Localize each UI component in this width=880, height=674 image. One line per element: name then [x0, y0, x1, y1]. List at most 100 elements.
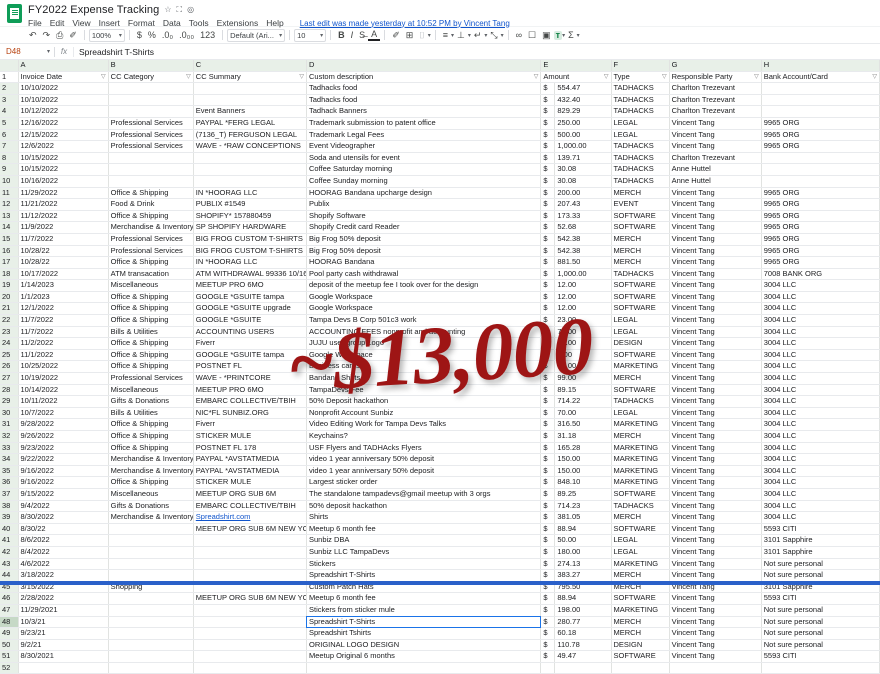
table-row[interactable]: 50 9/2/21 ORIGINAL LOGO DESIGN $110.78 DESIG…	[0, 639, 880, 652]
row-number[interactable]: 7	[0, 140, 19, 153]
cell-cc-summary[interactable]	[193, 639, 307, 652]
table-row[interactable]: 13 11/12/2022 Office & Shipping SHOPIFY* 15…	[0, 210, 880, 223]
cell-custom-description[interactable]: Spreadshirt T-Shirts	[306, 569, 542, 582]
cell-bank-account[interactable]: 7008 BANK ORG	[761, 268, 880, 281]
table-row[interactable]: 20 1/1/2023 Office & Shipping GOOGLE *GSUIT…	[0, 291, 880, 304]
cell-currency-symbol[interactable]: $	[540, 616, 556, 629]
zoom-select[interactable]: 100% ▾	[88, 28, 125, 42]
cell-invoice-date[interactable]: 11/7/2022	[18, 326, 109, 339]
column-header-f[interactable]: F	[611, 60, 670, 72]
cell-type[interactable]: TADHACKS	[611, 268, 670, 281]
row-number[interactable]: 24	[0, 337, 19, 350]
menu-format[interactable]: Format	[127, 18, 155, 28]
select-all-corner[interactable]	[0, 60, 19, 72]
cell-invoice-date[interactable]: 8/30/2022	[18, 511, 109, 524]
cell-type[interactable]: TADHACKS	[611, 395, 670, 408]
cell-invoice-date[interactable]: 9/16/2022	[18, 465, 109, 478]
cell-cc-category[interactable]: Office & Shipping	[108, 291, 194, 304]
cell-responsible-party[interactable]: Vincent Tang	[669, 627, 762, 640]
cell-invoice-date[interactable]: 9/4/2022	[18, 500, 109, 513]
table-row[interactable]: 34 9/22/2022 Merchandise & Inventory PAYPAL…	[0, 453, 880, 466]
cell-invoice-date[interactable]: 2/28/2022	[18, 592, 109, 605]
cell-invoice-date[interactable]: 10/3/21	[18, 616, 109, 629]
cell-cc-category[interactable]: Merchandise & Inventory	[108, 511, 194, 524]
table-row[interactable]: 11 11/29/2022 Office & Shipping IN *HOORAG …	[0, 187, 880, 200]
chevron-down-icon[interactable]: ▾	[500, 32, 504, 39]
row-number[interactable]: 27	[0, 372, 19, 385]
cell-responsible-party[interactable]: Vincent Tang	[669, 221, 762, 234]
cell-custom-description[interactable]: Pool party cash withdrawal	[306, 268, 542, 281]
cell-type[interactable]: TADHACKS	[611, 163, 670, 176]
cell-responsible-party[interactable]: Vincent Tang	[669, 558, 762, 571]
table-row[interactable]: 17 10/28/22 Office & Shipping IN *HOORAG LL…	[0, 256, 880, 269]
cell-currency-symbol[interactable]	[540, 662, 556, 674]
cell-cc-summary[interactable]	[193, 94, 307, 107]
cell-custom-description[interactable]: Meetup 6 month fee	[306, 523, 542, 536]
row-number[interactable]: 19	[0, 279, 19, 292]
cell-bank-account[interactable]: 3004 LLC	[761, 279, 880, 292]
row-number[interactable]: 6	[0, 129, 19, 142]
cell-bank-account[interactable]	[761, 94, 880, 107]
cell-responsible-party[interactable]: Vincent Tang	[669, 476, 762, 489]
cell-amount[interactable]: 150.00	[554, 453, 612, 466]
cell-amount[interactable]: 50.00	[554, 534, 612, 547]
cell-bank-account[interactable]: 3004 LLC	[761, 476, 880, 489]
cell-invoice-date[interactable]: 9/23/2022	[18, 442, 109, 455]
cell-type[interactable]: MARKETING	[611, 558, 670, 571]
cell-cc-category[interactable]: Merchandise & Inventory	[108, 221, 194, 234]
cell-invoice-date[interactable]: 9/15/2022	[18, 488, 109, 501]
table-row[interactable]: 19 1/14/2023 Miscellaneous MEETUP PRO 6MO de…	[0, 279, 880, 292]
table-row[interactable]: 30 10/7/2022 Bills & Utilities NIC*FL SUNBI…	[0, 407, 880, 420]
table-row[interactable]: 49 9/23/21 Spreadshirt Tshirts $60.18 MERCH V…	[0, 627, 880, 640]
cell-currency-symbol[interactable]: $	[540, 105, 556, 118]
cell-bank-account[interactable]: 9965 ORG	[761, 187, 880, 200]
cell-type[interactable]: EVENT	[611, 198, 670, 211]
cell-amount[interactable]: 60.18	[554, 627, 612, 640]
strikethrough-icon[interactable]: S̶	[359, 29, 366, 40]
cell-cc-summary[interactable]: POSTNET FL 178	[193, 442, 307, 455]
cell-responsible-party[interactable]: Vincent Tang	[669, 616, 762, 629]
column-header-e[interactable]: E	[540, 60, 612, 72]
cell-responsible-party[interactable]: Vincent Tang	[669, 337, 762, 350]
row-number[interactable]: 36	[0, 476, 19, 489]
insert-chart-icon[interactable]: ▣	[542, 29, 551, 40]
filter-icon[interactable]: ▽	[872, 73, 877, 80]
cell-custom-description[interactable]: ORIGINAL LOGO DESIGN	[306, 639, 542, 652]
cell-responsible-party[interactable]: Anne Huttel	[669, 175, 762, 188]
cell-currency-symbol[interactable]: $	[540, 372, 556, 385]
cell-custom-description[interactable]: Big Frog 50% deposit	[306, 245, 542, 258]
chevron-down-icon[interactable]: ▾	[576, 32, 580, 39]
table-row[interactable]: 42 8/4/2022 Sunbiz LLC TampaDevs $180.00 LEG…	[0, 546, 880, 559]
cell-invoice-date[interactable]: 10/15/2022	[18, 163, 109, 176]
row-number[interactable]: 4	[0, 105, 19, 118]
cell-responsible-party[interactable]: Vincent Tang	[669, 442, 762, 455]
filter-icon[interactable]: ᴛ	[553, 29, 563, 40]
cell-cc-summary[interactable]: MEETUP ORG SUB 6M NEW YORK NY Digi	[193, 592, 307, 605]
table-row[interactable]: 16 10/28/22 Professional Services BIG FROG …	[0, 245, 880, 258]
cell-type[interactable]: SOFTWARE	[611, 384, 670, 397]
table-row[interactable]: 7 12/6/2022 Professional Services WAVE - *R…	[0, 140, 880, 153]
cell-invoice-date[interactable]: 9/2/21	[18, 639, 109, 652]
cell-cc-category[interactable]: Office & Shipping	[108, 430, 194, 443]
cell-amount[interactable]: 280.77	[554, 616, 612, 629]
font-family-select[interactable]: Default (Ari... ▾	[227, 28, 286, 42]
cell-amount[interactable]: 110.78	[554, 639, 612, 652]
cell-responsible-party[interactable]: Vincent Tang	[669, 453, 762, 466]
cell-cc-category[interactable]: Merchandise & Inventory	[108, 453, 194, 466]
row-number[interactable]: 22	[0, 314, 19, 327]
table-row[interactable]: 21 12/1/2022 Office & Shipping GOOGLE *GSUI…	[0, 302, 880, 316]
cell-custom-description[interactable]: Trademark submission to patent office	[306, 117, 542, 130]
cell-amount[interactable]: 198.00	[554, 604, 612, 617]
row-number[interactable]: 39	[0, 511, 19, 524]
cell-custom-description[interactable]: Shopify Credit card Reader	[306, 221, 542, 234]
cell-type[interactable]: TADHACKS	[611, 500, 670, 513]
cell-invoice-date[interactable]: 10/28/22	[18, 256, 109, 269]
decrease-decimal-icon[interactable]: .0₀	[161, 29, 174, 40]
cell-cc-summary[interactable]: (7136_T) FERGUSON LEGAL	[193, 129, 307, 142]
cell-bank-account[interactable]: Not sure personal	[761, 627, 880, 640]
cell-amount[interactable]: 75.00	[554, 326, 612, 339]
cell-bank-account[interactable]: 3004 LLC	[761, 372, 880, 385]
cell-currency-symbol[interactable]: $	[540, 233, 556, 246]
cell-amount[interactable]: 200.00	[554, 187, 612, 200]
cell-cc-summary[interactable]: MEETUP ORG SUB 6M NEW YORK NY Digi	[193, 523, 307, 536]
